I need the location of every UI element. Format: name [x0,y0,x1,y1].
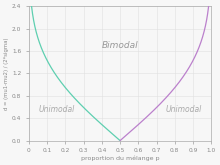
Y-axis label: d = (mu1-mu2) / (2*sigma): d = (mu1-mu2) / (2*sigma) [4,37,9,110]
Text: Unimodal: Unimodal [166,105,202,114]
X-axis label: proportion du mélange p: proportion du mélange p [81,155,159,161]
Text: Unimodal: Unimodal [38,105,74,114]
Text: Bimodal: Bimodal [102,41,138,50]
